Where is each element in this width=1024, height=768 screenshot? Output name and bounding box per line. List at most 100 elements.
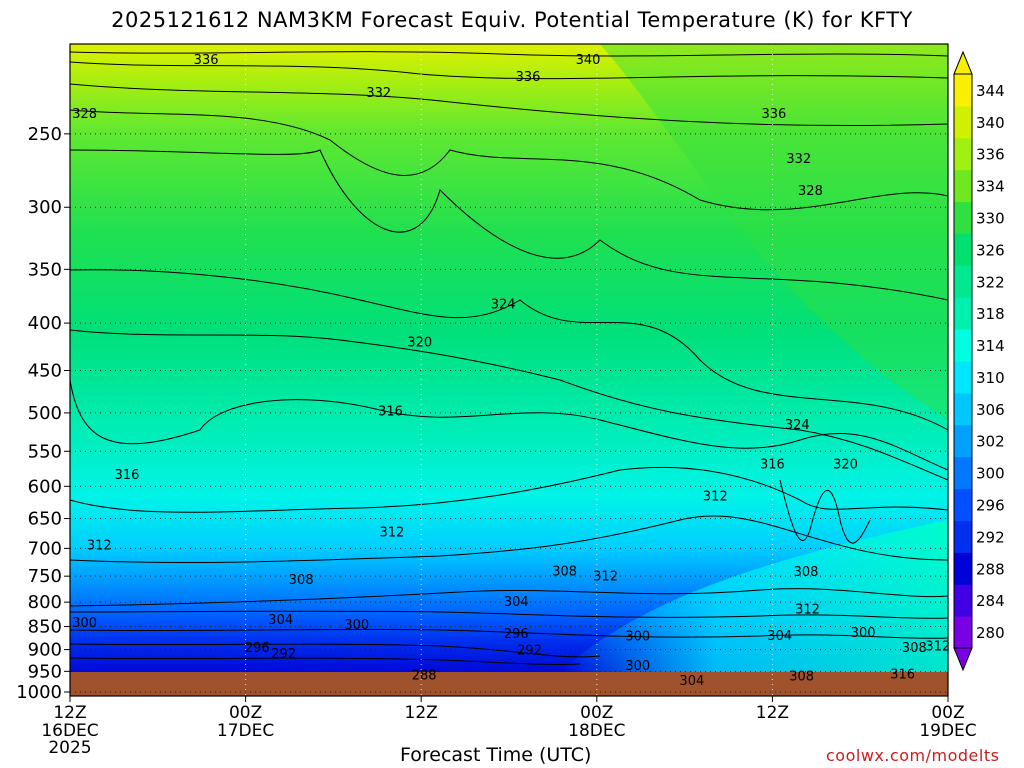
contour-296 [69,628,949,639]
contour-label: 308 [552,564,577,579]
contour-label: 304 [680,674,705,689]
colorbar-swatch [954,552,972,585]
colorbar-swatch [954,424,972,458]
colorbar-swatch [954,456,972,490]
x-tick-date-label: 16DEC [41,721,98,741]
colorbar-frame [953,73,973,649]
contour-320 [69,329,949,481]
contour-label: 296 [504,627,529,642]
colorbar-swatch [954,137,972,171]
y-tick-label: 400 [28,313,62,334]
x-axis-title: Forecast Time (UTC) [400,744,592,766]
x-tick-label: 12Z [756,703,789,723]
x-tick-label: 00Z [931,703,964,723]
x-tick-label: 00Z [229,703,262,723]
contour-label: 312 [380,526,405,541]
colorbar-level-label: 296 [976,497,1005,515]
y-tick-label: 950 [28,661,62,682]
contour-label: 320 [407,336,432,351]
colorbar-min-arrow [953,647,973,672]
colorbar-level-label: 280 [976,624,1005,642]
y-axis: 2503003504004505005506006507007508008509… [16,124,70,703]
colorbar-level-label: 326 [976,241,1005,259]
contour-label: 308 [902,641,927,656]
warm-sector-region [560,520,948,672]
colorbar-level-label: 318 [976,305,1005,323]
ground-strip [70,672,948,696]
y-tick-label: 800 [28,592,62,613]
colorbar-swatch [954,74,972,107]
contour-label: 312 [593,570,618,585]
contour-label: 308 [289,573,314,588]
contour-label: 300 [625,659,650,674]
x-tick-year-label: 2025 [48,738,91,758]
colorbar-level-label: 336 [976,146,1005,164]
contour-label: 336 [516,70,541,85]
colorbar-level-label: 344 [976,82,1005,100]
contour-288 [69,657,581,666]
contour-label: 312 [795,603,820,618]
contour-label: 336 [194,53,219,68]
contour-328 [69,149,949,301]
contour-label: 316 [890,667,915,682]
contour-label: 328 [798,184,823,199]
colorbar-level-label: 330 [976,210,1005,228]
contour-label: 312 [925,639,950,654]
contour-label: 300 [72,616,97,631]
contour-292 [69,643,601,658]
contour-324 [69,269,949,431]
colorbar-level-label: 306 [976,401,1005,419]
colorbar-level-label: 322 [976,273,1005,291]
credit-link[interactable]: coolwx.com/modelts [826,746,1000,765]
y-tick-label: 700 [28,538,62,559]
contour-label: 324 [491,298,516,313]
plot-frame [69,43,949,697]
contour-330 [69,109,949,211]
contour-label: 336 [761,107,786,122]
colorbar-level-label: 314 [976,337,1005,355]
contour-label: 312 [703,489,728,504]
contour-336 [69,51,949,57]
contour-label: 296 [245,641,270,656]
contour-label: 288 [412,669,437,684]
colorbar-swatch [954,233,972,266]
colorbar-level-label: 302 [976,433,1005,451]
y-tick-label: 500 [28,403,62,424]
colorbar-level-label: 300 [976,465,1005,483]
contour-334 [69,61,949,80]
contour-300 [69,610,949,619]
contour-plume [779,479,871,544]
colorbar-swatch [954,201,972,234]
colorbar-level-label: 288 [976,560,1005,578]
chart-title: 2025121612 NAM3KM Forecast Equiv. Potent… [111,8,913,32]
contour-label: 304 [504,595,529,610]
contour-label: 328 [72,107,97,122]
x-tick-date-label: 17DEC [217,721,274,741]
upper-green-region [600,44,948,420]
colorbar-max-arrow [953,50,973,75]
contour-label: 304 [268,613,293,628]
contour-332 [69,83,949,127]
contour-label: 292 [271,647,296,662]
x-tick-date-label: 19DEC [919,721,976,741]
colorbar-swatch [954,488,972,521]
colorbar-level-label: 334 [976,178,1005,196]
contour-label: 340 [576,53,601,68]
y-tick-label: 450 [28,360,62,381]
y-tick-label: 900 [28,640,62,661]
contour-label: 300 [625,629,650,644]
colorbar-swatch [954,616,972,649]
colorbar-swatch [954,329,972,362]
contour-316 [69,379,949,471]
colorbar-level-label: 292 [976,528,1005,546]
colorbar-swatch [954,265,972,298]
colorbar-swatch [954,392,972,426]
y-tick-label: 550 [28,441,62,462]
y-tick-label: 300 [28,197,62,218]
contour-label: 308 [789,669,814,684]
colorbar-level-label: 284 [976,592,1005,610]
colorbar-level-label: 310 [976,369,1005,387]
x-tick-label: 12Z [405,703,438,723]
